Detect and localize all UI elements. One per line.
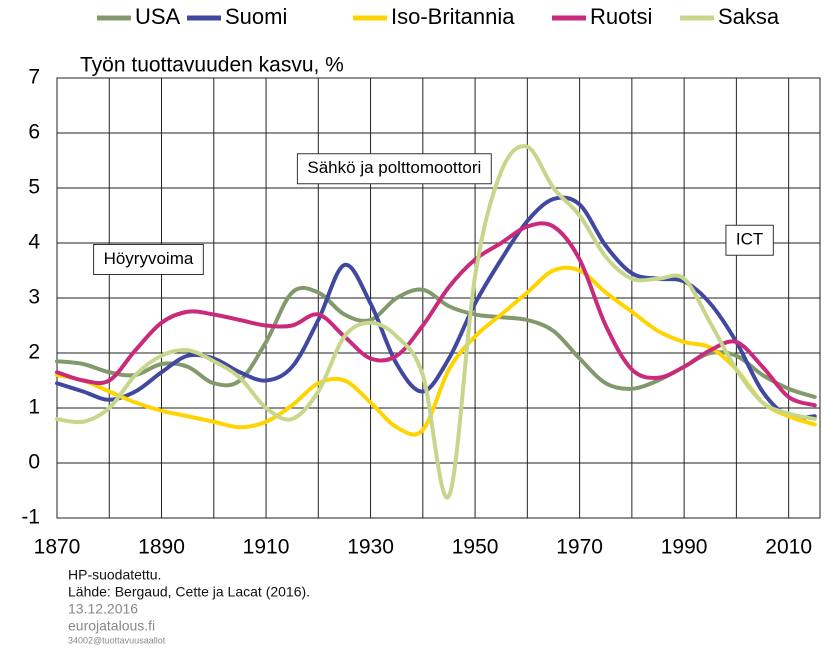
x-tick-label: 1870 (34, 536, 81, 559)
y-tick-label: 7 (28, 66, 40, 89)
footnote: 34002@tuottavuusaallot (68, 635, 166, 645)
y-tick-label: 2 (28, 341, 40, 364)
footnote: Lähde: Bergaud, Cette ja Lacat (2016). (68, 584, 310, 600)
annotation-box (296, 153, 492, 185)
y-tick-label: 0 (28, 451, 40, 474)
y-tick-label: 5 (28, 176, 40, 199)
x-tick-label: 1990 (661, 536, 708, 559)
y-tick-label: 1 (28, 396, 40, 419)
footnote: HP-suodatettu. (68, 567, 161, 583)
series-line (55, 265, 817, 437)
series-line (55, 144, 817, 500)
y-tick-label: 3 (28, 286, 40, 309)
x-tick-label: 1950 (452, 536, 499, 559)
series-line (55, 221, 817, 408)
y-tick-label: -1 (21, 506, 40, 529)
x-tick-label: 1910 (243, 536, 290, 559)
annotation: Sähkö ja polttomoottori (307, 158, 481, 177)
plot-frame (56, 77, 821, 519)
annotation-box (725, 224, 774, 256)
legend-label: Suomi (225, 4, 287, 29)
y-axis-label: Työn tuottavuuden kasvu, % (80, 54, 344, 77)
x-tick-label: 1890 (138, 536, 185, 559)
legend-label: Iso-Britannia (391, 4, 515, 29)
y-tick-label: 4 (28, 231, 40, 254)
legend-label: USA (135, 4, 181, 29)
footnote: eurojatalous.fi (68, 618, 155, 634)
legend-label: Ruotsi (590, 4, 652, 29)
annotation: ICT (736, 230, 763, 249)
x-tick-label: 1970 (556, 536, 603, 559)
footnote: 13.12.2016 (68, 601, 138, 617)
x-tick-label: 2010 (765, 536, 812, 559)
annotation-box (93, 244, 204, 275)
legend-label: Saksa (718, 4, 780, 29)
annotation: Höyryvoima (104, 249, 194, 268)
x-tick-label: 1930 (347, 536, 394, 559)
y-tick-label: 6 (28, 121, 40, 144)
